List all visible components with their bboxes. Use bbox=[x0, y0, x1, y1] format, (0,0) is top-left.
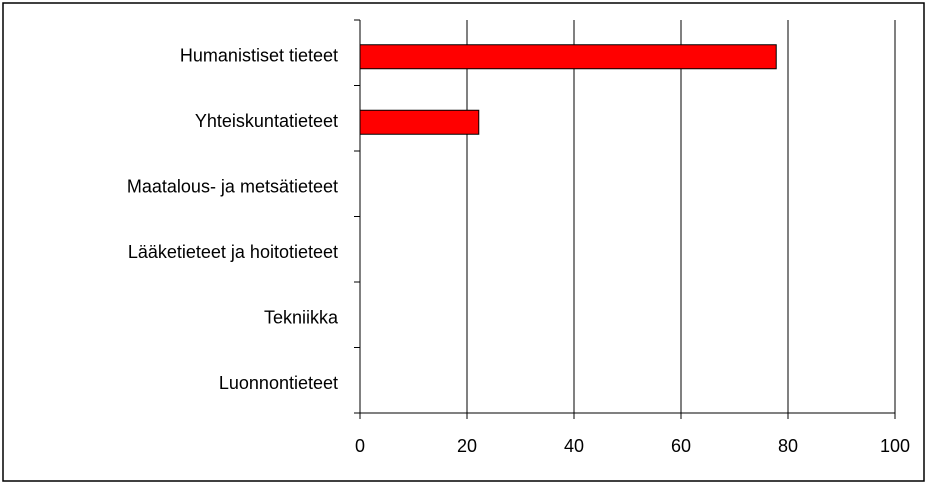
bar bbox=[359, 109, 480, 135]
x-tick-label: 0 bbox=[355, 436, 365, 456]
x-tick-label: 100 bbox=[880, 436, 910, 456]
x-tick-label: 40 bbox=[564, 436, 584, 456]
x-tick-label: 80 bbox=[778, 436, 798, 456]
y-tick-label: Lääketieteet ja hoitotieteet bbox=[128, 242, 338, 262]
y-tick-label: Humanistiset tieteet bbox=[180, 46, 338, 66]
y-tick-label: Luonnontieteet bbox=[219, 373, 338, 393]
x-tick-label: 60 bbox=[671, 436, 691, 456]
x-tick-label: 20 bbox=[457, 436, 477, 456]
y-tick-label: Yhteiskuntatieteet bbox=[195, 111, 338, 131]
bar bbox=[359, 44, 777, 70]
y-tick-label: Maatalous- ja metsätieteet bbox=[127, 177, 338, 197]
y-tick-label: Tekniikka bbox=[264, 308, 339, 328]
